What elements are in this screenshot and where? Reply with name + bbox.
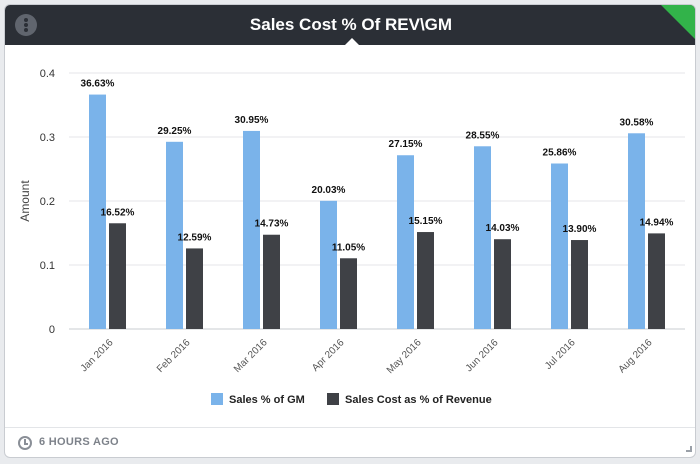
bar-sales-cost-rev	[263, 234, 280, 329]
last-updated-text: 6 HOURS AGO	[39, 436, 119, 448]
y-tick-label: 0.3	[40, 132, 55, 144]
x-tick-label: Jun 2016	[464, 337, 501, 374]
legend-swatch-sales-cost-rev	[327, 393, 339, 405]
chart-widget: Sales Cost % Of REV\GM 0 0.1 0.2 0.3 0.4 Amou…	[4, 4, 696, 458]
bar-sales-cost-rev	[571, 240, 588, 329]
data-label: 14.03%	[486, 223, 520, 234]
data-label: 25.86%	[543, 147, 577, 158]
data-label: 13.90%	[563, 224, 597, 235]
bar-sales-cost-rev	[186, 248, 203, 329]
x-tick-label: Feb 2016	[155, 337, 193, 375]
resize-handle-icon[interactable]	[686, 446, 692, 452]
y-tick-label: 0.2	[40, 196, 55, 208]
legend-label: Sales Cost as % of Revenue	[345, 394, 492, 406]
x-tick-label: Jul 2016	[543, 337, 578, 372]
bar-sales-cost-rev	[494, 239, 511, 329]
clock-icon	[18, 436, 32, 450]
data-label: 11.05%	[332, 242, 365, 253]
bar-sales-gm	[243, 130, 260, 329]
status-flag-icon	[661, 5, 695, 41]
header-pointer	[345, 38, 359, 45]
bar-sales-gm	[551, 163, 568, 329]
bar-sales-gm	[166, 141, 183, 329]
bar-sales-gm	[628, 133, 645, 329]
bar-sales-gm	[89, 94, 106, 330]
x-tick-label: Apr 2016	[310, 337, 347, 374]
bar-chart: 0 0.1 0.2 0.3 0.4 Amount 36.63% 16.52% Jan 2016 2…	[18, 68, 685, 406]
x-tick-label: Mar 2016	[232, 337, 270, 375]
y-axis-label: Amount	[18, 180, 32, 222]
bar-sales-cost-rev	[417, 232, 434, 329]
data-label: 28.55%	[466, 130, 500, 141]
data-label: 29.25%	[158, 126, 192, 137]
widget-title: Sales Cost % Of REV\GM	[249, 15, 453, 34]
data-label: 30.58%	[620, 117, 654, 128]
data-label: 16.52%	[101, 207, 135, 218]
data-label: 36.63%	[81, 79, 115, 90]
y-tick-label: 0.1	[40, 260, 55, 272]
data-label: 30.95%	[235, 115, 269, 126]
bar-sales-gm	[397, 155, 414, 329]
bar-sales-gm	[320, 200, 337, 329]
data-label: 12.59%	[178, 232, 212, 243]
bar-sales-cost-rev	[109, 223, 126, 329]
data-label: 15.15%	[409, 216, 443, 227]
x-tick-label: May 2016	[385, 337, 424, 376]
widget-header: Sales Cost % Of REV\GM	[5, 5, 695, 45]
data-label: 14.73%	[255, 219, 289, 230]
bar-sales-gm	[474, 146, 491, 329]
x-tick-label: Jan 2016	[79, 337, 116, 374]
bar-sales-cost-rev	[340, 258, 357, 329]
more-options-icon[interactable]	[15, 14, 37, 36]
y-tick-label: 0.4	[40, 68, 55, 80]
x-tick-label: Aug 2016	[617, 337, 655, 375]
data-label: 14.94%	[640, 217, 674, 228]
legend-swatch-sales-gm	[211, 393, 223, 405]
bar-sales-cost-rev	[648, 233, 665, 329]
widget-footer: 6 HOURS AGO	[5, 427, 695, 457]
legend-label: Sales % of GM	[229, 394, 305, 406]
data-label: 20.03%	[312, 185, 346, 196]
y-tick-label: 0	[49, 324, 55, 336]
data-label: 27.15%	[389, 139, 423, 150]
